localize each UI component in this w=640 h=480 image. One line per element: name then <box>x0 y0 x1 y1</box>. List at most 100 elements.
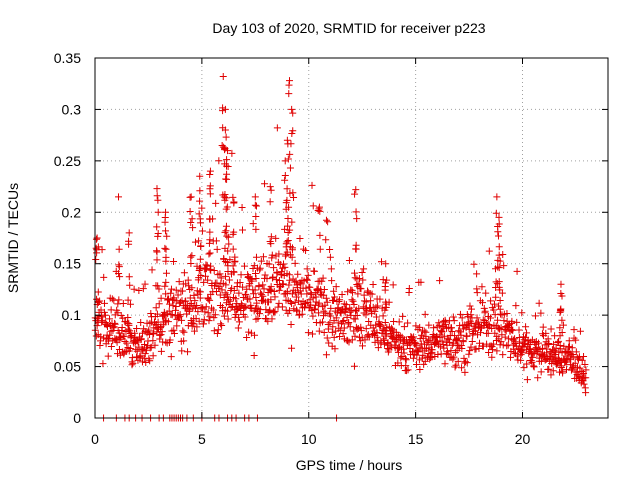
data-point <box>115 261 123 269</box>
data-point <box>186 193 194 201</box>
data-point <box>478 283 486 291</box>
y-tick-label: 0.15 <box>54 256 81 272</box>
data-point <box>259 292 267 300</box>
data-point <box>528 358 536 366</box>
data-point <box>378 258 386 266</box>
data-point <box>559 321 567 329</box>
data-point <box>256 266 264 274</box>
data-point <box>433 338 441 346</box>
data-point <box>534 374 542 382</box>
data-point <box>314 277 322 285</box>
data-point <box>111 320 119 328</box>
data-point <box>459 338 467 346</box>
data-point <box>304 271 312 279</box>
data-point <box>376 322 384 330</box>
data-point <box>196 172 204 180</box>
data-point <box>268 315 276 323</box>
data-point <box>208 304 216 312</box>
data-point <box>268 251 276 259</box>
data-point <box>214 326 222 334</box>
data-point <box>129 359 137 367</box>
data-point <box>282 243 290 251</box>
data-point <box>164 318 172 326</box>
data-point <box>404 366 412 374</box>
data-point <box>286 307 294 315</box>
data-point <box>191 297 199 305</box>
data-point <box>493 347 501 355</box>
data-point <box>222 194 230 202</box>
data-point <box>322 236 330 244</box>
data-point <box>275 286 283 294</box>
data-point <box>258 297 266 305</box>
data-point <box>495 278 503 286</box>
data-point <box>182 297 190 305</box>
data-point <box>223 307 231 315</box>
data-point <box>307 290 315 298</box>
data-point <box>243 334 251 342</box>
data-point <box>311 305 319 313</box>
data-point <box>397 354 405 362</box>
data-point <box>141 280 149 288</box>
data-point <box>227 303 235 311</box>
data-point <box>374 302 382 310</box>
data-point <box>414 348 422 356</box>
data-point <box>319 318 327 326</box>
data-point <box>315 327 323 335</box>
data-point <box>371 338 379 346</box>
data-point <box>558 349 566 357</box>
data-point <box>417 278 425 286</box>
data-point <box>283 287 291 295</box>
data-point <box>195 210 203 218</box>
data-point <box>187 218 195 226</box>
data-point <box>96 342 104 350</box>
data-point <box>412 342 420 350</box>
data-point <box>161 244 169 252</box>
data-point <box>176 311 184 319</box>
data-point <box>196 197 204 205</box>
data-point <box>221 228 229 236</box>
data-point <box>428 346 436 354</box>
data-point <box>235 289 243 297</box>
data-point <box>494 256 502 264</box>
data-point <box>124 313 132 321</box>
data-point <box>580 353 588 361</box>
data-point <box>509 326 517 334</box>
data-point <box>133 337 141 345</box>
data-point <box>202 272 210 280</box>
data-point <box>537 309 545 317</box>
data-point <box>115 263 123 271</box>
data-point <box>303 265 311 273</box>
data-point <box>501 333 509 341</box>
data-point <box>373 333 381 341</box>
data-point <box>444 350 452 358</box>
data-point <box>157 294 165 302</box>
data-point <box>180 328 188 336</box>
data-point <box>490 300 498 308</box>
x-tick-label: 0 <box>91 431 99 447</box>
data-point <box>354 290 362 298</box>
data-point <box>421 310 429 318</box>
data-point <box>489 340 497 348</box>
data-point <box>329 323 337 331</box>
data-point <box>529 362 537 370</box>
data-point <box>257 257 265 265</box>
data-point <box>230 286 238 294</box>
data-point <box>570 326 578 334</box>
data-point <box>92 235 100 243</box>
data-point <box>179 287 187 295</box>
data-point <box>339 330 347 338</box>
data-point <box>204 276 212 284</box>
data-point <box>409 354 417 362</box>
x-tick-label: 20 <box>515 431 531 447</box>
data-point <box>155 285 163 293</box>
data-point <box>500 317 508 325</box>
data-point <box>138 358 146 366</box>
data-point <box>404 319 412 327</box>
data-point <box>464 322 472 330</box>
data-point <box>402 356 410 364</box>
data-point <box>213 279 221 287</box>
data-point <box>196 187 204 195</box>
data-point <box>288 299 296 307</box>
data-point <box>576 327 584 335</box>
